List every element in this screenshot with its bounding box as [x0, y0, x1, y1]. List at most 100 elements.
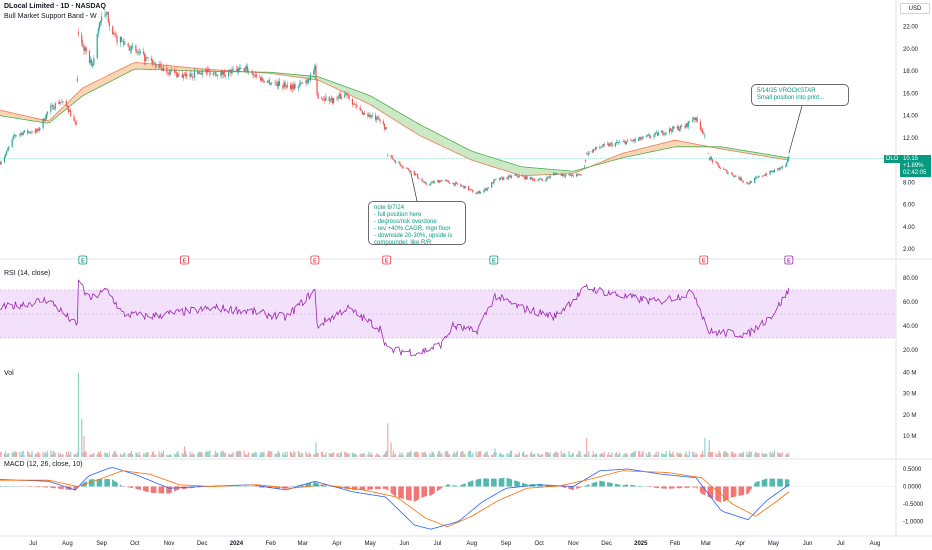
volume-bar [262, 452, 264, 457]
volume-bar [136, 452, 138, 457]
support-band-fill [642, 147, 647, 154]
macd-histogram-bar [375, 486, 377, 490]
candle-body [176, 71, 178, 78]
support-band-fill [112, 71, 117, 81]
macd-histogram-bar [685, 486, 687, 488]
macd-histogram-bar [757, 481, 759, 487]
volume-bar [530, 451, 533, 457]
macd-histogram-bar [695, 486, 697, 488]
macd-histogram-bar [432, 486, 434, 495]
earnings-marker-letter: E [183, 258, 187, 264]
currency-button[interactable]: USD [900, 3, 930, 14]
candle-body [586, 153, 588, 154]
time-tick-label: Mar [298, 541, 308, 547]
candle-body [681, 125, 683, 127]
macd-histogram-bar [471, 480, 473, 487]
volume-bar [245, 455, 247, 457]
macd-histogram-bar [686, 486, 688, 488]
macd-histogram-bar [421, 486, 423, 498]
volume-bar [417, 451, 419, 457]
volume-bar [112, 454, 114, 457]
candle-body [306, 80, 308, 83]
macd-histogram-bar [302, 484, 304, 487]
volume-bar [534, 453, 536, 457]
support-band-fill [560, 170, 564, 175]
candle-body [292, 85, 294, 90]
macd-histogram-bar [569, 486, 571, 490]
macd-histogram-bar [731, 486, 734, 498]
candle-body [749, 181, 751, 184]
support-band-fill [89, 82, 93, 93]
time-tick-label: Aug [466, 541, 477, 547]
volume-bar [503, 455, 505, 457]
volume-bar [266, 453, 268, 457]
rsi-label[interactable]: RSI (14, close) [4, 270, 51, 277]
signal-line [0, 470, 790, 528]
volume-bar [268, 450, 271, 457]
volume-bar [379, 455, 381, 457]
indicator-name[interactable]: Bull Market Support Band - W [4, 13, 97, 20]
support-band-fill [394, 109, 398, 122]
candle-body [390, 155, 392, 157]
earnings-marker-icon [382, 255, 392, 265]
candle-body [352, 103, 355, 105]
earnings-marker-letter: E [702, 258, 706, 264]
candle-body [444, 180, 446, 181]
volume-bar [235, 451, 238, 457]
candle-body [88, 51, 91, 63]
support-band-fill [679, 140, 683, 147]
macd-histogram-bar [486, 478, 488, 487]
note-2[interactable]: 5/14/25 VROCKSTAR Small position into pr… [751, 84, 849, 106]
volume-label[interactable]: Vol [4, 370, 14, 377]
volume-bar [31, 451, 33, 457]
volume-bar [514, 455, 516, 457]
macd-histogram-bar [128, 486, 130, 488]
macd-histogram-bar [97, 479, 99, 487]
macd-histogram-bar [637, 485, 640, 487]
support-band-fill [669, 140, 673, 148]
volume-bar [502, 454, 504, 457]
volume-bar [370, 452, 372, 457]
candle-body [274, 82, 276, 84]
macd-histogram-bar [112, 479, 114, 487]
candle-body [668, 128, 671, 133]
price-tick-label: 2.00 [903, 247, 915, 253]
macd-histogram-bar [634, 485, 636, 487]
candle-body [438, 180, 440, 183]
macd-histogram-bar [672, 486, 674, 489]
macd-histogram-bar [595, 481, 598, 487]
volume-bar [7, 453, 9, 457]
macd-histogram-bar [625, 484, 628, 487]
candle-body [601, 146, 603, 148]
support-band-fill [26, 116, 30, 121]
volume-bar [657, 451, 660, 457]
macd-histogram-bar [144, 486, 146, 492]
macd-histogram-bar [108, 478, 110, 487]
volume-bar [637, 451, 640, 457]
volume-bar [324, 454, 326, 457]
volume-bar [355, 453, 357, 457]
candle-body [770, 170, 772, 173]
volume-bar [600, 453, 602, 457]
macd-histogram-bar [726, 486, 728, 501]
note-1-line: - rev +40% CAGR, mgn floor [374, 226, 451, 232]
candle-body [351, 99, 354, 105]
candle-body [475, 192, 477, 195]
candle-body [123, 41, 125, 45]
candle-body [170, 69, 172, 71]
support-band-fill [540, 168, 544, 175]
macd-histogram-bar [53, 486, 55, 489]
note-1[interactable]: note 6/7/24 - full position here - degro… [368, 201, 466, 246]
support-band-fill [155, 64, 160, 70]
candle-body [545, 180, 547, 181]
macd-histogram-bar [541, 484, 544, 487]
macd-label[interactable]: MACD (12, 26, close, 10) [4, 461, 83, 468]
volume-bar [292, 454, 294, 457]
volume-bar [375, 455, 377, 457]
candle-body [69, 110, 71, 112]
volume-bar [253, 452, 255, 457]
candle-body [246, 66, 249, 72]
macd-histogram-bar [430, 486, 432, 496]
support-band-fill [6, 111, 10, 118]
